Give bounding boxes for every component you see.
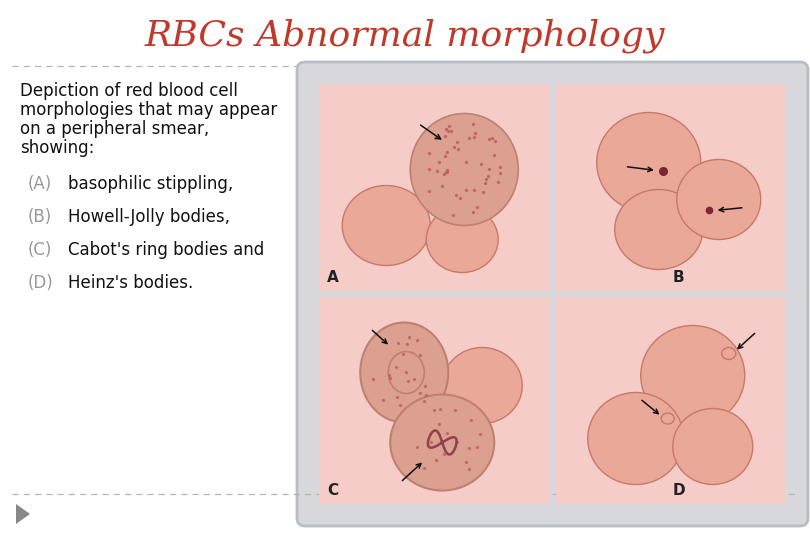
Ellipse shape: [410, 113, 518, 226]
Text: B: B: [673, 270, 684, 285]
Text: (A): (A): [28, 175, 53, 193]
Ellipse shape: [641, 326, 744, 426]
Bar: [556, 84, 786, 291]
Ellipse shape: [360, 322, 448, 422]
Ellipse shape: [597, 112, 701, 213]
Ellipse shape: [722, 348, 735, 360]
Text: Howell-Jolly bodies,: Howell-Jolly bodies,: [68, 208, 230, 226]
Text: Depiction of red blood cell: Depiction of red blood cell: [20, 82, 238, 100]
Polygon shape: [16, 504, 30, 524]
Text: showing:: showing:: [20, 139, 95, 157]
Text: C: C: [327, 483, 338, 498]
Text: A: A: [327, 270, 339, 285]
Text: RBCs Abnormal morphology: RBCs Abnormal morphology: [145, 19, 665, 53]
Ellipse shape: [442, 348, 522, 423]
Text: basophilic stippling,: basophilic stippling,: [68, 175, 233, 193]
Ellipse shape: [615, 190, 703, 269]
Ellipse shape: [588, 393, 684, 484]
Text: morphologies that may appear: morphologies that may appear: [20, 101, 277, 119]
Ellipse shape: [676, 159, 761, 240]
Text: (B): (B): [28, 208, 53, 226]
Text: D: D: [673, 483, 685, 498]
Text: Cabot's ring bodies and: Cabot's ring bodies and: [68, 241, 264, 259]
Text: (D): (D): [28, 274, 53, 292]
Ellipse shape: [343, 186, 430, 266]
Text: Heinz's bodies.: Heinz's bodies.: [68, 274, 194, 292]
Ellipse shape: [426, 206, 498, 273]
Bar: [319, 84, 549, 291]
Text: (C): (C): [28, 241, 53, 259]
Text: on a peripheral smear,: on a peripheral smear,: [20, 120, 209, 138]
Ellipse shape: [661, 413, 674, 424]
FancyBboxPatch shape: [297, 62, 808, 526]
Bar: [556, 297, 786, 504]
Ellipse shape: [390, 395, 494, 490]
Bar: [319, 297, 549, 504]
Ellipse shape: [673, 408, 752, 484]
